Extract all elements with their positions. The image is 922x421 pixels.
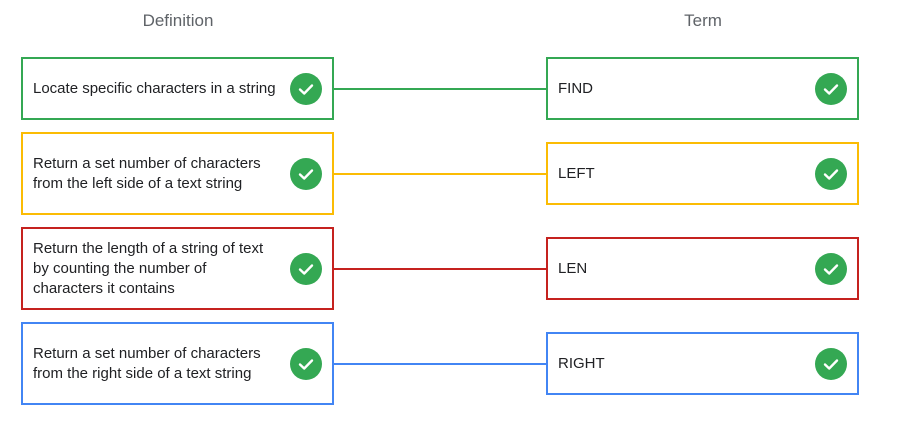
check-circle-icon xyxy=(815,252,847,285)
term-card-len[interactable]: LEN xyxy=(546,237,859,300)
term-card-right[interactable]: RIGHT xyxy=(546,332,859,395)
definition-text-4: Return a set number of characters from t… xyxy=(33,344,261,382)
definition-text-2: Return a set number of characters from t… xyxy=(33,154,261,192)
connector-line-4 xyxy=(334,363,546,365)
check-circle-icon xyxy=(815,157,847,190)
connector-line-2 xyxy=(334,173,546,175)
term-text-4: RIGHT xyxy=(558,354,605,372)
check-circle-icon xyxy=(815,347,847,380)
term-column-header: Term xyxy=(684,11,722,30)
definition-card-2[interactable]: Return a set number of characters from t… xyxy=(21,132,334,215)
check-circle-icon xyxy=(290,252,322,285)
check-circle-icon xyxy=(290,157,322,190)
connector-line-1 xyxy=(334,88,546,90)
connector-line-3 xyxy=(334,268,546,270)
definition-card-4[interactable]: Return a set number of characters from t… xyxy=(21,322,334,405)
term-text-3: LEN xyxy=(558,259,588,277)
definition-card-1[interactable]: Locate specific characters in a string xyxy=(21,57,334,120)
check-circle-icon xyxy=(290,72,322,105)
check-circle-icon xyxy=(290,347,322,380)
term-card-left[interactable]: LEFT xyxy=(546,142,859,205)
term-text-1: FIND xyxy=(558,79,593,97)
definition-column-header: Definition xyxy=(142,11,214,30)
term-card-find[interactable]: FIND xyxy=(546,57,859,120)
definition-text-1: Locate specific characters in a string xyxy=(33,79,276,97)
definition-text-3: Return the length of a string of text by… xyxy=(33,239,264,297)
term-text-2: LEFT xyxy=(558,164,595,182)
definition-card-3[interactable]: Return the length of a string of text by… xyxy=(21,227,334,310)
check-circle-icon xyxy=(815,72,847,105)
